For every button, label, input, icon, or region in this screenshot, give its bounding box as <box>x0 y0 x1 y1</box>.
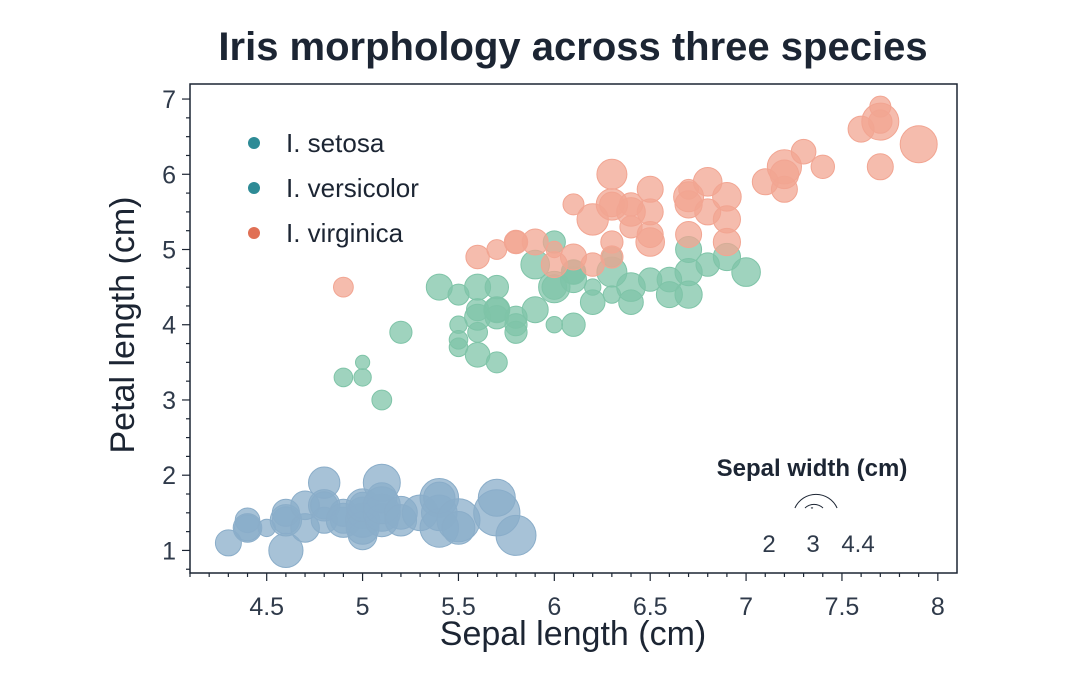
point-2-44 <box>899 125 938 164</box>
point-1-39 <box>618 289 644 316</box>
point-2-0 <box>333 276 354 298</box>
point-2-2 <box>486 239 508 260</box>
y-tick-label: 6 <box>162 161 176 189</box>
size-legend-label-0: 2 <box>762 531 775 558</box>
x-tick-label: 6 <box>547 593 561 621</box>
size-legend-arc-1 <box>804 503 824 509</box>
point-2-1 <box>465 244 490 270</box>
point-1-48 <box>731 257 761 287</box>
point-1-25 <box>545 316 563 334</box>
point-0-39 <box>477 478 516 517</box>
point-1-44 <box>674 280 703 309</box>
chart-title: Iris morphology across three species <box>218 25 927 69</box>
point-2-37 <box>790 138 817 165</box>
legend: I. setosa I. versicolor I. virginica <box>248 128 419 248</box>
point-2-12 <box>596 158 628 190</box>
point-2-23 <box>636 221 664 248</box>
point-1-3 <box>371 389 393 411</box>
x-tick-label: 7 <box>739 593 753 621</box>
x-axis-label: Sepal length (cm) <box>440 615 706 653</box>
point-1-2 <box>353 368 372 387</box>
y-tick-label: 3 <box>162 387 176 415</box>
size-legend-title: Sepal width (cm) <box>717 455 908 482</box>
point-1-34 <box>579 289 606 316</box>
x-tick-label: 5.5 <box>441 593 476 621</box>
point-1-23 <box>521 296 549 324</box>
x-tick-label: 6.5 <box>633 593 668 621</box>
point-0-0 <box>214 529 242 557</box>
point-0-40 <box>495 514 537 556</box>
legend-marker-0 <box>248 137 260 149</box>
point-2-36 <box>769 159 800 190</box>
point-1-30 <box>561 312 586 337</box>
size-legend-arc-2 <box>794 493 838 509</box>
legend-marker-2 <box>248 227 260 239</box>
y-tick-label: 5 <box>162 237 176 265</box>
point-2-32 <box>712 227 742 257</box>
point-2-31 <box>712 182 742 212</box>
point-2-38 <box>810 154 835 180</box>
point-0-37 <box>441 511 476 545</box>
x-axis: 4.5 5 5.5 6 6.5 7 7.5 8 <box>189 573 945 621</box>
size-legend-label-1: 3 <box>806 531 819 558</box>
x-tick-label: 5 <box>356 593 370 621</box>
point-1-22 <box>504 320 528 344</box>
size-legend-label-2: 4.4 <box>841 531 874 558</box>
point-2-5 <box>521 228 549 256</box>
point-2-15 <box>600 245 624 269</box>
legend-label-1: I. versicolor <box>286 173 419 203</box>
point-1-1 <box>355 354 371 370</box>
x-tick-label: 8 <box>931 593 945 621</box>
point-1-4 <box>389 320 413 344</box>
y-axis: 1 2 3 4 5 6 7 <box>162 86 190 570</box>
point-1-16 <box>485 351 508 374</box>
point-1-15 <box>484 274 509 300</box>
x-tick-label: 7.5 <box>825 593 860 621</box>
size-legend: Sepal width (cm) 2 3 4.4 <box>717 455 908 558</box>
y-tick-label: 2 <box>162 462 176 490</box>
legend-label-2: I. virginica <box>286 218 404 248</box>
y-tick-label: 4 <box>162 312 176 340</box>
x-tick-label: 4.5 <box>249 593 284 621</box>
point-1-0 <box>333 367 354 388</box>
legend-label-0: I. setosa <box>286 128 385 158</box>
y-tick-label: 7 <box>162 86 176 114</box>
point-2-27 <box>675 221 703 248</box>
point-2-8 <box>562 193 585 216</box>
y-tick-label: 1 <box>162 537 176 565</box>
legend-marker-1 <box>248 182 260 194</box>
points-layer <box>214 95 938 569</box>
point-2-42 <box>868 109 893 134</box>
y-axis-label: Petal length (cm) <box>104 197 142 454</box>
point-2-43 <box>866 153 894 181</box>
